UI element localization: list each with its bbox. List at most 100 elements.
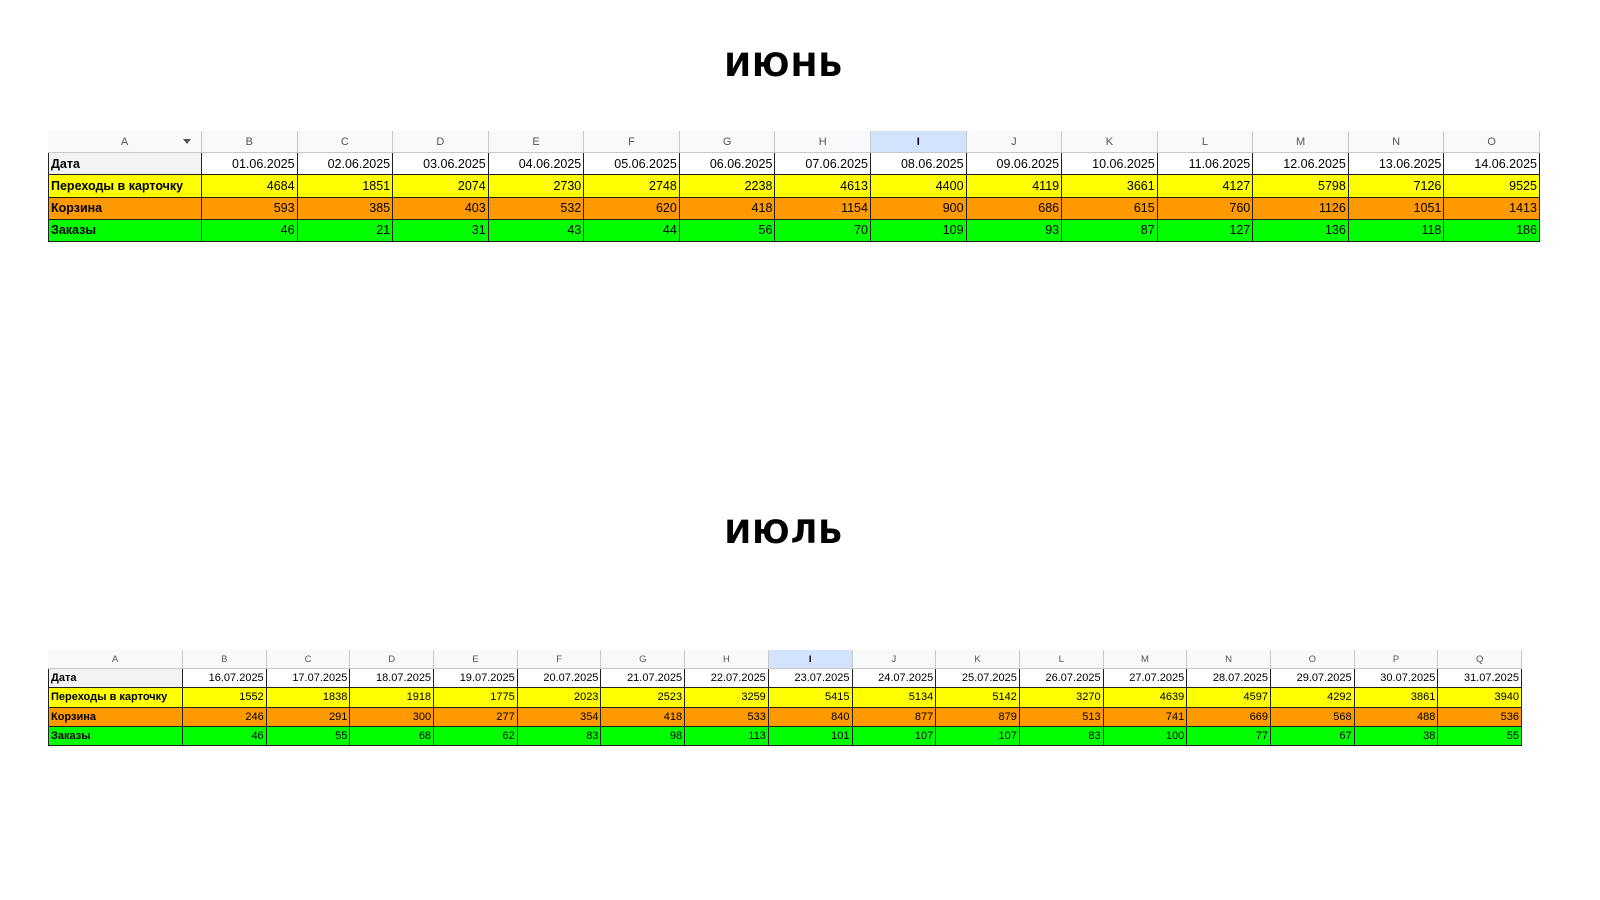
cell: 46 bbox=[183, 726, 267, 746]
column-header: M bbox=[1253, 131, 1349, 153]
column-header: L bbox=[1019, 650, 1104, 669]
column-header: J bbox=[852, 650, 937, 669]
cell: 107 bbox=[936, 726, 1020, 746]
cell: 741 bbox=[1103, 707, 1188, 727]
cell: 101 bbox=[768, 726, 853, 746]
cell: 513 bbox=[1019, 707, 1104, 727]
cell: 23.07.2025 bbox=[768, 669, 853, 689]
column-header: M bbox=[1103, 650, 1188, 669]
cell: 4639 bbox=[1103, 688, 1188, 708]
section-title: ИЮЛЬ bbox=[724, 513, 844, 551]
cell: 29.07.2025 bbox=[1270, 669, 1355, 689]
column-header: F bbox=[584, 131, 680, 153]
row-label: Корзина bbox=[48, 707, 183, 727]
cell: 1126 bbox=[1253, 197, 1349, 220]
cell: 615 bbox=[1062, 197, 1158, 220]
column-header: B bbox=[183, 650, 267, 669]
cell: 18.07.2025 bbox=[350, 669, 435, 689]
cell: 05.06.2025 bbox=[584, 153, 680, 176]
cell: 70 bbox=[775, 219, 871, 242]
cell: 593 bbox=[202, 197, 298, 220]
cell: 44 bbox=[584, 219, 680, 242]
cell: 20.07.2025 bbox=[517, 669, 602, 689]
row-label: Дата bbox=[48, 153, 202, 176]
cell: 2023 bbox=[517, 688, 602, 708]
cell: 118 bbox=[1348, 219, 1445, 242]
cell: 4292 bbox=[1270, 688, 1355, 708]
cell: 55 bbox=[266, 726, 351, 746]
cell: 68 bbox=[350, 726, 435, 746]
cell: 669 bbox=[1187, 707, 1271, 727]
cell: 1552 bbox=[183, 688, 267, 708]
cell: 87 bbox=[1062, 219, 1158, 242]
cell: 300 bbox=[350, 707, 435, 727]
cell: 5798 bbox=[1253, 175, 1349, 198]
cell: 04.06.2025 bbox=[488, 153, 585, 176]
cell: 38 bbox=[1354, 726, 1439, 746]
cell: 568 bbox=[1270, 707, 1355, 727]
cell: 46 bbox=[202, 219, 298, 242]
cell: 98 bbox=[601, 726, 686, 746]
cell: 13.06.2025 bbox=[1348, 153, 1445, 176]
cell: 25.07.2025 bbox=[936, 669, 1020, 689]
section-title: ИЮНЬ bbox=[724, 46, 844, 84]
column-header: E bbox=[488, 131, 585, 153]
cell: 877 bbox=[852, 707, 937, 727]
column-header: A bbox=[48, 650, 183, 669]
cell: 4684 bbox=[202, 175, 298, 198]
cell: 136 bbox=[1253, 219, 1349, 242]
filter-arrow[interactable] bbox=[183, 139, 191, 144]
cell: 686 bbox=[966, 197, 1063, 220]
cell: 83 bbox=[1019, 726, 1104, 746]
cell: 5415 bbox=[768, 688, 853, 708]
cell: 3259 bbox=[685, 688, 769, 708]
column-header: N bbox=[1187, 650, 1271, 669]
cell: 10.06.2025 bbox=[1062, 153, 1158, 176]
column-header: B bbox=[202, 131, 298, 153]
row-label: Переходы в карточку bbox=[48, 688, 183, 708]
cell: 4597 bbox=[1187, 688, 1271, 708]
cell: 385 bbox=[297, 197, 394, 220]
column-header: I bbox=[768, 650, 853, 669]
cell: 1918 bbox=[350, 688, 435, 708]
cell: 4400 bbox=[870, 175, 967, 198]
cell: 11.06.2025 bbox=[1157, 153, 1254, 176]
cell: 24.07.2025 bbox=[852, 669, 937, 689]
cell: 26.07.2025 bbox=[1019, 669, 1104, 689]
column-header: C bbox=[266, 650, 351, 669]
column-header: O bbox=[1444, 131, 1540, 153]
cell: 109 bbox=[870, 219, 967, 242]
cell: 3940 bbox=[1438, 688, 1523, 708]
row-label: Корзина bbox=[48, 197, 202, 220]
cell: 127 bbox=[1157, 219, 1254, 242]
column-header: D bbox=[350, 650, 435, 669]
cell: 93 bbox=[966, 219, 1063, 242]
cell: 19.07.2025 bbox=[434, 669, 518, 689]
cell: 879 bbox=[936, 707, 1020, 727]
cell: 17.07.2025 bbox=[266, 669, 351, 689]
cell: 5134 bbox=[852, 688, 937, 708]
cell: 533 bbox=[685, 707, 769, 727]
column-header: A bbox=[48, 131, 202, 153]
column-header: F bbox=[517, 650, 602, 669]
cell: 4127 bbox=[1157, 175, 1254, 198]
cell: 900 bbox=[870, 197, 967, 220]
cell: 21 bbox=[297, 219, 394, 242]
cell: 2238 bbox=[679, 175, 776, 198]
cell: 02.06.2025 bbox=[297, 153, 394, 176]
cell: 62 bbox=[434, 726, 518, 746]
cell: 01.06.2025 bbox=[202, 153, 298, 176]
column-header: G bbox=[601, 650, 686, 669]
cell: 3661 bbox=[1062, 175, 1158, 198]
column-header: H bbox=[685, 650, 769, 669]
cell: 14.06.2025 bbox=[1444, 153, 1540, 176]
cell: 27.07.2025 bbox=[1103, 669, 1188, 689]
cell: 9525 bbox=[1444, 175, 1540, 198]
cell: 532 bbox=[488, 197, 585, 220]
cell: 08.06.2025 bbox=[870, 153, 967, 176]
column-header: E bbox=[434, 650, 518, 669]
cell: 1838 bbox=[266, 688, 351, 708]
row-label: Заказы bbox=[48, 726, 183, 746]
column-header: K bbox=[936, 650, 1020, 669]
